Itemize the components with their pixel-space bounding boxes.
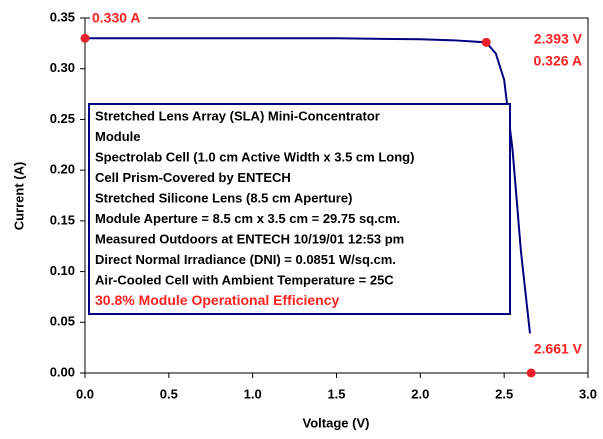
x-tick-label: 1.5: [327, 386, 345, 401]
x-tick-label: 1.0: [244, 386, 262, 401]
note-line: 30.8% Module Operational Efficiency: [95, 292, 340, 308]
note-line: Air-Cooled Cell with Ambient Temperature…: [95, 272, 394, 287]
iv-curve: [85, 37, 531, 334]
note-line: Module: [95, 129, 141, 144]
note-line: Measured Outdoors at ENTECH 10/19/01 12:…: [95, 231, 404, 246]
y-tick-label: 0.20: [50, 162, 75, 177]
y-tick-label: 0.30: [50, 60, 75, 75]
annotation: 0.326 A: [533, 53, 582, 69]
note-box: [88, 103, 511, 315]
y-tick-label: 0.10: [50, 263, 75, 278]
x-tick-label: 0.5: [160, 386, 178, 401]
y-tick-label: 0.05: [50, 314, 75, 329]
note-line: Cell Prism-Covered by ENTECH: [95, 170, 291, 185]
y-tick-label: 0.35: [50, 9, 75, 24]
annotation-bg: [90, 11, 148, 27]
x-tick-label: 2.0: [411, 386, 429, 401]
note-line: Module Aperture = 8.5 cm x 3.5 cm = 29.7…: [95, 211, 400, 226]
note-line: Stretched Lens Array (SLA) Mini-Concentr…: [95, 108, 380, 123]
note-line: Stretched Silicone Lens (8.5 cm Aperture…: [95, 190, 352, 205]
note-line: Direct Normal Irradiance (DNI) = 0.0851 …: [95, 252, 396, 267]
y-tick-label: 0.25: [50, 111, 75, 126]
y-tick-label: 0.00: [50, 364, 75, 379]
x-axis-label: Voltage (V): [303, 415, 370, 430]
point-marker: [481, 37, 491, 47]
y-axis-label: Current (A): [11, 162, 26, 231]
note-line: Spectrolab Cell (1.0 cm Active Width x 3…: [95, 149, 414, 164]
point-marker: [526, 368, 536, 378]
y-tick-label: 0.15: [50, 212, 75, 227]
x-tick-label: 3.0: [579, 386, 597, 401]
annotation: 2.661 V: [534, 341, 583, 357]
x-tick-label: 0.0: [76, 386, 94, 401]
x-tick-label: 2.5: [495, 386, 513, 401]
annotation: 2.393 V: [534, 31, 583, 47]
point-marker: [80, 33, 90, 43]
annotation: 0.330 A: [92, 10, 141, 26]
